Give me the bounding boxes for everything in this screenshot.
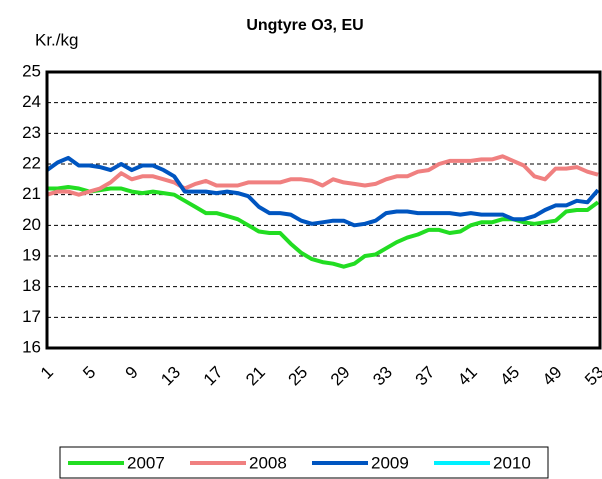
legend-label: 2008 <box>249 453 287 472</box>
x-tick-label: 13 <box>157 363 184 390</box>
x-tick-label: 29 <box>327 363 354 390</box>
y-tick-label: 23 <box>22 123 41 142</box>
y-tick-label: 24 <box>22 92 41 111</box>
y-tick-label: 17 <box>22 307 41 326</box>
chart-title: Ungtyre O3, EU <box>246 17 363 34</box>
y-tick-label: 19 <box>22 245 41 264</box>
x-tick-label: 49 <box>539 363 566 390</box>
y-tick-label: 20 <box>22 215 41 234</box>
y-tick-label: 21 <box>22 184 41 203</box>
y-tick-label: 25 <box>22 61 41 80</box>
y-axis-label: Kr./kg <box>35 30 78 49</box>
x-tick-label: 53 <box>581 363 602 390</box>
y-tick-label: 16 <box>22 337 41 356</box>
x-tick-label: 9 <box>122 363 142 383</box>
x-tick-label: 33 <box>369 363 396 390</box>
plot-frame <box>45 70 602 350</box>
x-tick-label: 17 <box>200 363 227 390</box>
y-tick-label: 22 <box>22 153 41 172</box>
x-tick-label: 1 <box>37 363 57 383</box>
x-tick-label: 45 <box>496 363 523 390</box>
series-line <box>46 154 599 197</box>
legend-label: 2009 <box>371 453 409 472</box>
y-tick-label: 18 <box>22 276 41 295</box>
legend-label: 2007 <box>127 453 165 472</box>
series-line <box>45 155 600 228</box>
x-tick-label: 37 <box>412 363 439 390</box>
x-tick-label: 41 <box>454 363 481 390</box>
x-tick-label: 25 <box>284 363 311 390</box>
series-line <box>47 185 600 269</box>
x-tick-label: 5 <box>79 363 99 383</box>
x-tick-label: 21 <box>242 363 269 390</box>
legend-label: 2010 <box>493 453 531 472</box>
